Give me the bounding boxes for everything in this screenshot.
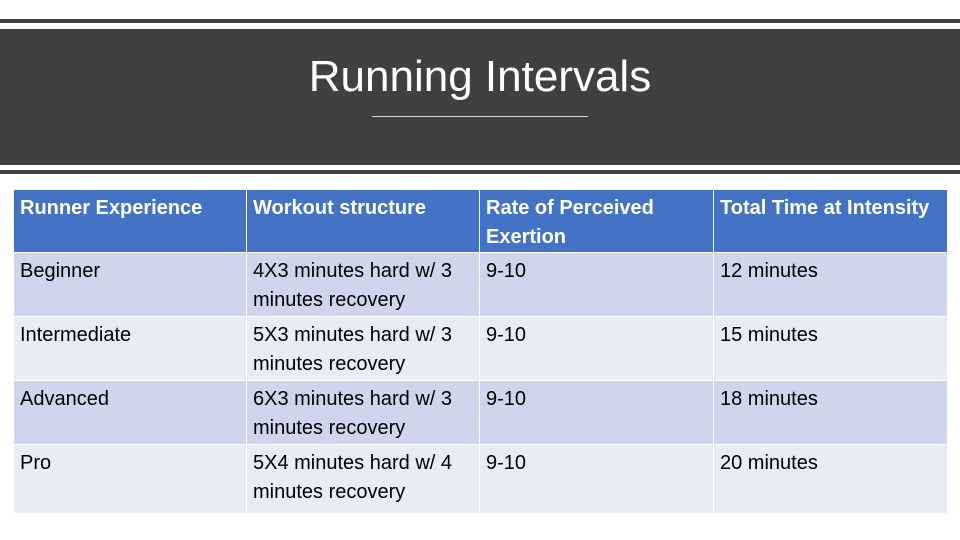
title-underline <box>372 116 588 117</box>
cell-experience: Beginner <box>13 252 247 317</box>
cell-rpe: 9-10 <box>479 316 714 381</box>
cell-experience: Pro <box>13 444 247 514</box>
header-workout-structure: Workout structure <box>246 189 480 253</box>
cell-total-time: 12 minutes <box>713 252 948 317</box>
table-row: Beginner 4X3 minutes hard w/ 3 minutes r… <box>13 252 948 317</box>
header-total-time-at-intensity: Total Time at Intensity <box>713 189 948 253</box>
cell-rpe: 9-10 <box>479 444 714 514</box>
table-row: Intermediate 5X3 minutes hard w/ 3 minut… <box>13 316 948 381</box>
cell-rpe: 9-10 <box>479 252 714 317</box>
cell-experience: Advanced <box>13 380 247 445</box>
table-header-row: Runner Experience Workout structure Rate… <box>13 189 948 253</box>
cell-workout: 6X3 minutes hard w/ 3 minutes recovery <box>246 380 480 445</box>
cell-experience: Intermediate <box>13 316 247 381</box>
intervals-table: Runner Experience Workout structure Rate… <box>13 189 948 514</box>
cell-rpe: 9-10 <box>479 380 714 445</box>
title-band <box>0 29 960 165</box>
top-rule <box>0 19 960 23</box>
cell-total-time: 18 minutes <box>713 380 948 445</box>
table-row: Advanced 6X3 minutes hard w/ 3 minutes r… <box>13 380 948 445</box>
table-row: Pro 5X4 minutes hard w/ 4 minutes recove… <box>13 444 948 514</box>
bottom-rule <box>0 170 960 174</box>
cell-workout: 5X4 minutes hard w/ 4 minutes recovery <box>246 444 480 514</box>
header-runner-experience: Runner Experience <box>13 189 247 253</box>
cell-workout: 4X3 minutes hard w/ 3 minutes recovery <box>246 252 480 317</box>
cell-total-time: 15 minutes <box>713 316 948 381</box>
cell-total-time: 20 minutes <box>713 444 948 514</box>
cell-workout: 5X3 minutes hard w/ 3 minutes recovery <box>246 316 480 381</box>
header-rate-of-perceived-exertion: Rate of Perceived Exertion <box>479 189 714 253</box>
slide-title: Running Intervals <box>308 52 652 101</box>
